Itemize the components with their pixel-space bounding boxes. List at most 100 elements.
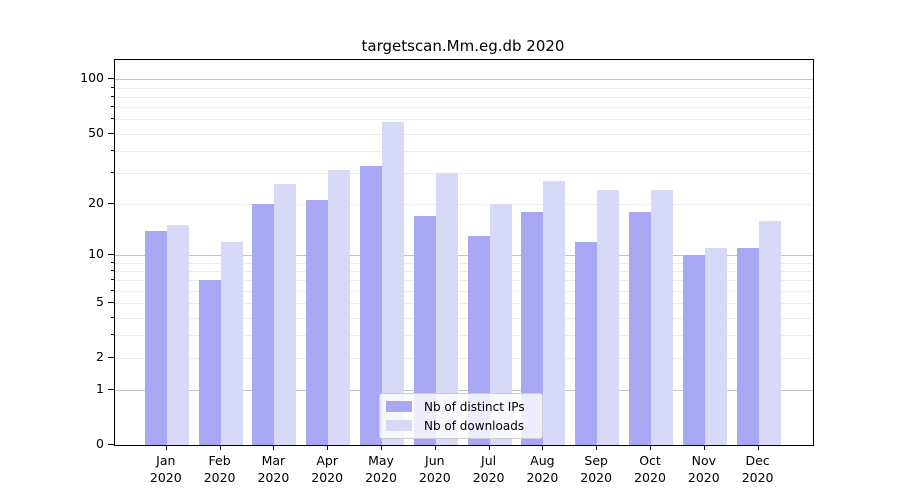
bar-mar-downloads <box>274 183 297 445</box>
x-tick <box>381 445 382 450</box>
y-minor-tick <box>111 149 114 151</box>
y-tick <box>108 254 114 255</box>
bar-aug-downloads <box>543 181 566 445</box>
bar-oct-downloads <box>651 190 673 445</box>
bar-dec-distinct-ips <box>736 248 759 445</box>
y-minor-tick <box>111 302 114 304</box>
x-tick-label: Apr 2020 <box>311 453 344 485</box>
plot-area <box>114 59 814 446</box>
major-gridline <box>115 390 813 392</box>
x-tick <box>219 445 221 450</box>
y-minor-tick <box>111 95 114 97</box>
y-minor-tick <box>111 106 114 108</box>
x-tick-label: Feb 2020 <box>203 453 236 485</box>
major-gridline <box>115 79 813 81</box>
y-tick <box>108 78 114 80</box>
legend: Nb of distinct IPs Nb of downloads <box>379 393 543 439</box>
bar-feb-distinct-ips <box>198 280 221 445</box>
x-tick <box>434 445 436 450</box>
y-minor-tick <box>111 202 114 204</box>
x-tick-label: Mar 2020 <box>257 453 290 485</box>
x-tick-label: Aug 2020 <box>526 453 559 485</box>
y-tick-label: 20 <box>88 194 104 210</box>
bar-jun-distinct-ips <box>413 216 436 445</box>
y-tick-label: 10 <box>88 246 104 261</box>
y-minor-tick <box>111 334 114 336</box>
x-tick <box>165 445 167 450</box>
y-minor-tick <box>111 261 114 263</box>
y-minor-tick <box>111 269 114 271</box>
minor-gridline <box>115 290 813 292</box>
y-tick-label: 2 <box>96 349 104 364</box>
minor-gridline <box>115 87 813 89</box>
x-tick <box>542 445 544 450</box>
major-gridline <box>115 255 813 256</box>
x-tick <box>327 445 329 450</box>
bar-oct-distinct-ips <box>629 211 651 445</box>
legend-label-distinct-ips: Nb of distinct IPs <box>424 399 525 414</box>
y-tick <box>108 444 114 445</box>
x-tick-label: Sep 2020 <box>580 453 613 485</box>
x-tick-label: Dec 2020 <box>741 453 774 485</box>
x-tick <box>596 445 598 450</box>
bar-apr-distinct-ips <box>306 200 329 445</box>
bar-dec-downloads <box>758 220 781 445</box>
x-tick-label: Jul 2020 <box>472 453 505 485</box>
y-tick-label: 0 <box>96 436 104 451</box>
minor-gridline <box>115 133 813 135</box>
minor-gridline <box>115 303 813 305</box>
bar-jul-distinct-ips <box>467 235 490 445</box>
bar-nov-distinct-ips <box>682 255 705 445</box>
bar-jun-downloads <box>435 173 458 445</box>
legend-label-downloads: Nb of downloads <box>424 418 525 433</box>
x-tick <box>757 445 759 450</box>
bar-may-distinct-ips <box>360 165 382 445</box>
x-tick-label: Jan 2020 <box>149 453 182 485</box>
y-tick-label: 100 <box>80 70 104 86</box>
x-tick <box>703 445 705 450</box>
y-tick <box>108 389 114 391</box>
legend-swatch-distinct-ips <box>386 401 412 412</box>
chart-title: targetscan.Mm.eg.db 2020 <box>361 37 565 55</box>
minor-gridline <box>115 280 813 282</box>
y-minor-tick <box>111 357 114 358</box>
minor-gridline <box>115 203 813 205</box>
minor-gridline <box>115 317 813 319</box>
minor-gridline <box>115 173 813 174</box>
y-minor-tick <box>111 316 114 318</box>
minor-gridline <box>115 107 813 109</box>
minor-gridline <box>115 96 813 98</box>
y-tick-label: 50 <box>88 124 104 140</box>
legend-item-distinct-ips: Nb of distinct IPs <box>386 399 534 414</box>
y-minor-tick <box>111 132 114 134</box>
minor-gridline <box>115 119 813 121</box>
bar-may-downloads <box>382 122 404 445</box>
legend-swatch-downloads <box>386 420 412 431</box>
x-tick-label: Jun 2020 <box>418 453 451 485</box>
y-minor-tick <box>111 86 114 88</box>
minor-gridline <box>115 150 813 152</box>
y-minor-tick <box>111 172 114 173</box>
y-tick-label: 1 <box>96 381 104 397</box>
x-tick-label: May 2020 <box>365 453 397 485</box>
bar-mar-distinct-ips <box>252 203 275 445</box>
y-minor-tick <box>111 289 114 291</box>
legend-item-downloads: Nb of downloads <box>386 418 534 433</box>
x-tick <box>273 445 275 450</box>
bar-aug-distinct-ips <box>521 211 544 445</box>
x-tick-label: Nov 2020 <box>687 453 720 485</box>
bar-nov-downloads <box>704 248 727 445</box>
bar-jan-downloads <box>166 225 189 445</box>
y-minor-tick <box>111 118 114 120</box>
minor-gridline <box>115 262 813 264</box>
x-tick <box>488 445 490 450</box>
y-tick-label: 5 <box>96 294 104 310</box>
bar-jul-downloads <box>489 203 512 445</box>
bar-sep-distinct-ips <box>575 241 598 445</box>
bar-apr-downloads <box>328 170 351 445</box>
x-tick-label: Oct 2020 <box>634 453 666 485</box>
x-tick <box>650 445 651 450</box>
bar-feb-downloads <box>220 241 243 445</box>
bar-sep-downloads <box>597 190 620 445</box>
